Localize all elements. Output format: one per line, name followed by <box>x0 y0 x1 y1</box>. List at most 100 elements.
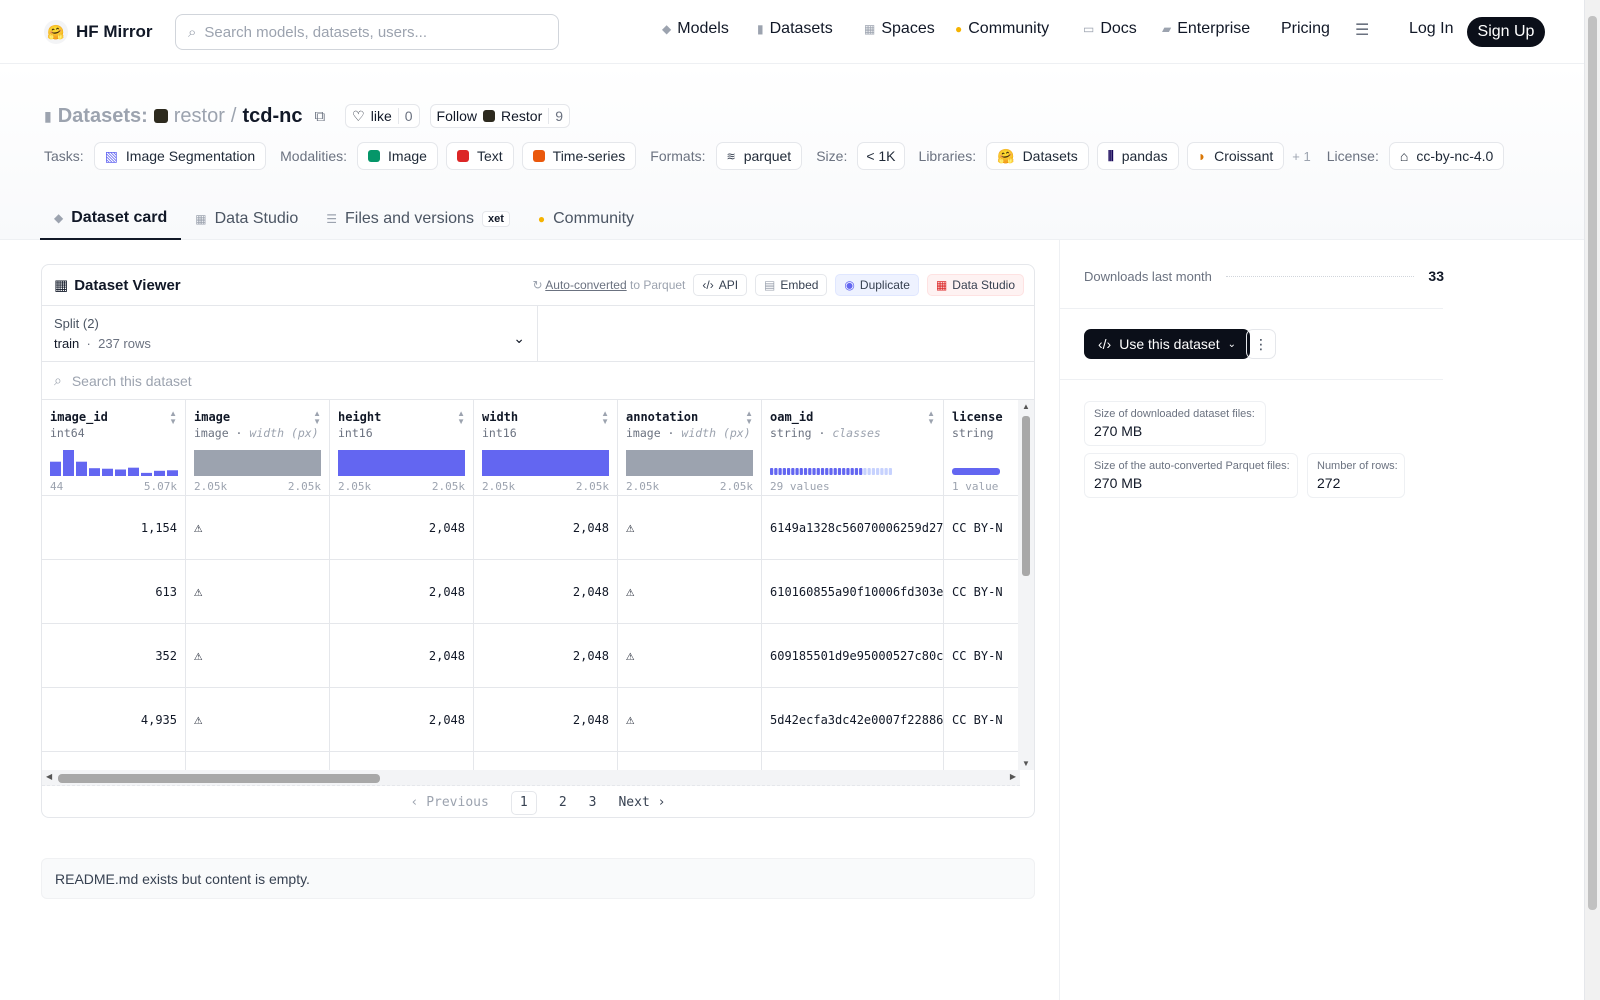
scroll-right-icon[interactable]: ▶ <box>1009 772 1016 781</box>
class-segment[interactable] <box>867 468 871 475</box>
sort-icon[interactable]: ▲ ▼ <box>927 409 935 426</box>
table-cell[interactable]: 6149a1328c56070006259d27 <box>762 496 944 560</box>
split-selector[interactable]: Split (2) train · 237 rows ⌄ <box>42 306 538 362</box>
histogram-bar[interactable] <box>141 472 152 476</box>
table-cell[interactable]: CC BY-N <box>944 688 1020 752</box>
sort-icon[interactable]: ▲ ▼ <box>601 409 609 426</box>
column-header[interactable]: license string 1 value <box>944 400 1020 496</box>
table-cell[interactable]: 2,048 <box>474 496 618 560</box>
sort-icon[interactable]: ▲ ▼ <box>169 409 177 426</box>
grid-scroll-thumb[interactable] <box>1022 416 1030 576</box>
column-header[interactable]: annotation image · width (px) ▲ ▼ 2.05k 2.… <box>618 400 761 496</box>
tag-modality-timeseries[interactable]: Time-series <box>521 142 637 170</box>
table-cell[interactable]: 1,154 <box>42 496 186 560</box>
more-options-button[interactable]: ⋮ <box>1246 329 1276 359</box>
histogram-bar[interactable] <box>115 469 126 477</box>
tag-license[interactable]: ⌂ cc-by-nc-4.0 <box>1388 142 1505 170</box>
class-segment[interactable] <box>837 468 842 475</box>
grid-hscroll-thumb[interactable] <box>58 774 380 783</box>
repo-name[interactable]: tcd-nc <box>242 104 303 127</box>
histogram-bar[interactable] <box>63 450 74 476</box>
page-2[interactable]: 2 <box>558 795 567 810</box>
table-cell[interactable] <box>330 752 474 770</box>
table-cell[interactable]: ⚠ <box>186 496 330 560</box>
like-button[interactable]: ♡ like 0 <box>345 104 420 128</box>
table-cell[interactable]: 2,048 <box>330 496 474 560</box>
table-cell[interactable]: 2,048 <box>330 688 474 752</box>
section-label[interactable]: Datasets: <box>57 104 148 127</box>
tag-format[interactable]: ≋ parquet <box>715 142 803 170</box>
table-cell[interactable] <box>474 752 618 770</box>
class-segment[interactable] <box>786 468 791 475</box>
tag-modality-text[interactable]: Text <box>445 142 514 170</box>
table-cell[interactable] <box>618 752 762 770</box>
sort-icon[interactable]: ▲ ▼ <box>457 409 465 426</box>
org-link[interactable]: restor <box>173 104 225 127</box>
column-header[interactable]: oam_id string · classes ▲ ▼ 29 values <box>762 400 943 496</box>
dataset-search[interactable]: ⌕ <box>42 362 1034 400</box>
class-segment[interactable] <box>854 468 859 475</box>
tag-library-pandas[interactable]: ⫴ pandas <box>1096 142 1179 170</box>
histogram-bar[interactable] <box>128 467 139 476</box>
class-segment[interactable] <box>829 468 833 475</box>
brand-logo[interactable]: 🤗 HF Mirror <box>44 20 153 44</box>
column-header[interactable]: image_id int64 ▲ ▼ 44 5.07k <box>42 400 185 496</box>
table-cell[interactable]: 352 <box>42 624 186 688</box>
class-segment[interactable] <box>795 468 799 475</box>
table-cell[interactable]: 2,048 <box>330 560 474 624</box>
tag-modality-image[interactable]: Image <box>357 142 438 170</box>
grid-horizontal-scrollbar[interactable]: ◀ ▶ <box>42 770 1020 786</box>
table-cell[interactable] <box>42 752 186 770</box>
histogram-bar[interactable] <box>167 470 178 476</box>
signup-button[interactable]: Sign Up <box>1467 17 1545 47</box>
tag-size[interactable]: < 1K <box>857 142 905 170</box>
tab-files[interactable]: ☰ Files and versions xet <box>312 198 524 240</box>
more-menu-icon[interactable]: ☰ <box>1355 22 1370 39</box>
table-cell[interactable]: ⚠ <box>618 496 762 560</box>
class-segment[interactable] <box>884 468 888 475</box>
class-segment[interactable] <box>876 468 880 475</box>
table-cell[interactable]: 2,048 <box>474 624 618 688</box>
data-studio-button[interactable]: ▦ Data Studio <box>926 274 1024 296</box>
tag-library-croissant[interactable]: ◗ Croissant <box>1186 142 1285 170</box>
class-segment[interactable] <box>812 468 816 475</box>
histogram-bar[interactable] <box>89 468 100 476</box>
class-segment[interactable] <box>820 468 825 475</box>
auto-converted-link[interactable]: Auto-converted <box>545 278 627 292</box>
table-cell[interactable]: ⚠ <box>186 624 330 688</box>
sort-icon[interactable]: ▲ ▼ <box>313 409 321 426</box>
scroll-left-icon[interactable]: ◀ <box>46 772 53 781</box>
global-search[interactable]: ⌕ <box>175 14 559 50</box>
class-segment[interactable] <box>842 468 846 475</box>
class-segment[interactable] <box>816 468 820 475</box>
table-cell[interactable]: 610160855a90f10006fd303e <box>762 560 944 624</box>
table-cell[interactable]: 4,935 <box>42 688 186 752</box>
histogram-bar[interactable] <box>154 470 165 476</box>
column-header[interactable]: image image · width (px) ▲ ▼ 2.05k 2.05k <box>186 400 329 496</box>
tab-data-studio[interactable]: ▦ Data Studio <box>181 198 312 240</box>
global-search-input[interactable] <box>204 23 525 41</box>
scroll-down-icon[interactable]: ▼ <box>1022 759 1030 768</box>
class-segment[interactable] <box>850 468 854 475</box>
copy-icon[interactable]: ⧉ <box>314 107 326 125</box>
nav-enterprise[interactable]: ▰ Enterprise <box>1162 20 1250 38</box>
api-button[interactable]: ‹/› API <box>693 274 748 296</box>
next-button[interactable]: Next › <box>618 795 666 810</box>
table-cell[interactable]: CC BY-N <box>944 560 1020 624</box>
nav-community[interactable]: ● Community <box>955 20 1049 38</box>
histogram-bar[interactable] <box>102 468 113 476</box>
previous-button[interactable]: ‹ Previous <box>410 795 489 810</box>
class-segment[interactable] <box>825 468 829 475</box>
table-cell[interactable]: ⚠ <box>618 560 762 624</box>
column-header[interactable]: width int16 ▲ ▼ 2.05k 2.05k <box>474 400 617 496</box>
tag-task[interactable]: ▧ Image Segmentation <box>93 142 267 170</box>
sort-icon[interactable]: ▲ ▼ <box>745 409 753 426</box>
page-3[interactable]: 3 <box>588 795 597 810</box>
class-segment[interactable] <box>846 468 850 475</box>
nav-docs[interactable]: ▭ Docs <box>1083 20 1137 38</box>
histogram-bar[interactable] <box>76 461 87 476</box>
table-cell[interactable]: CC BY-N <box>944 624 1020 688</box>
class-segment[interactable] <box>774 468 778 475</box>
table-cell[interactable]: 2,048 <box>474 560 618 624</box>
table-cell[interactable] <box>762 752 944 770</box>
